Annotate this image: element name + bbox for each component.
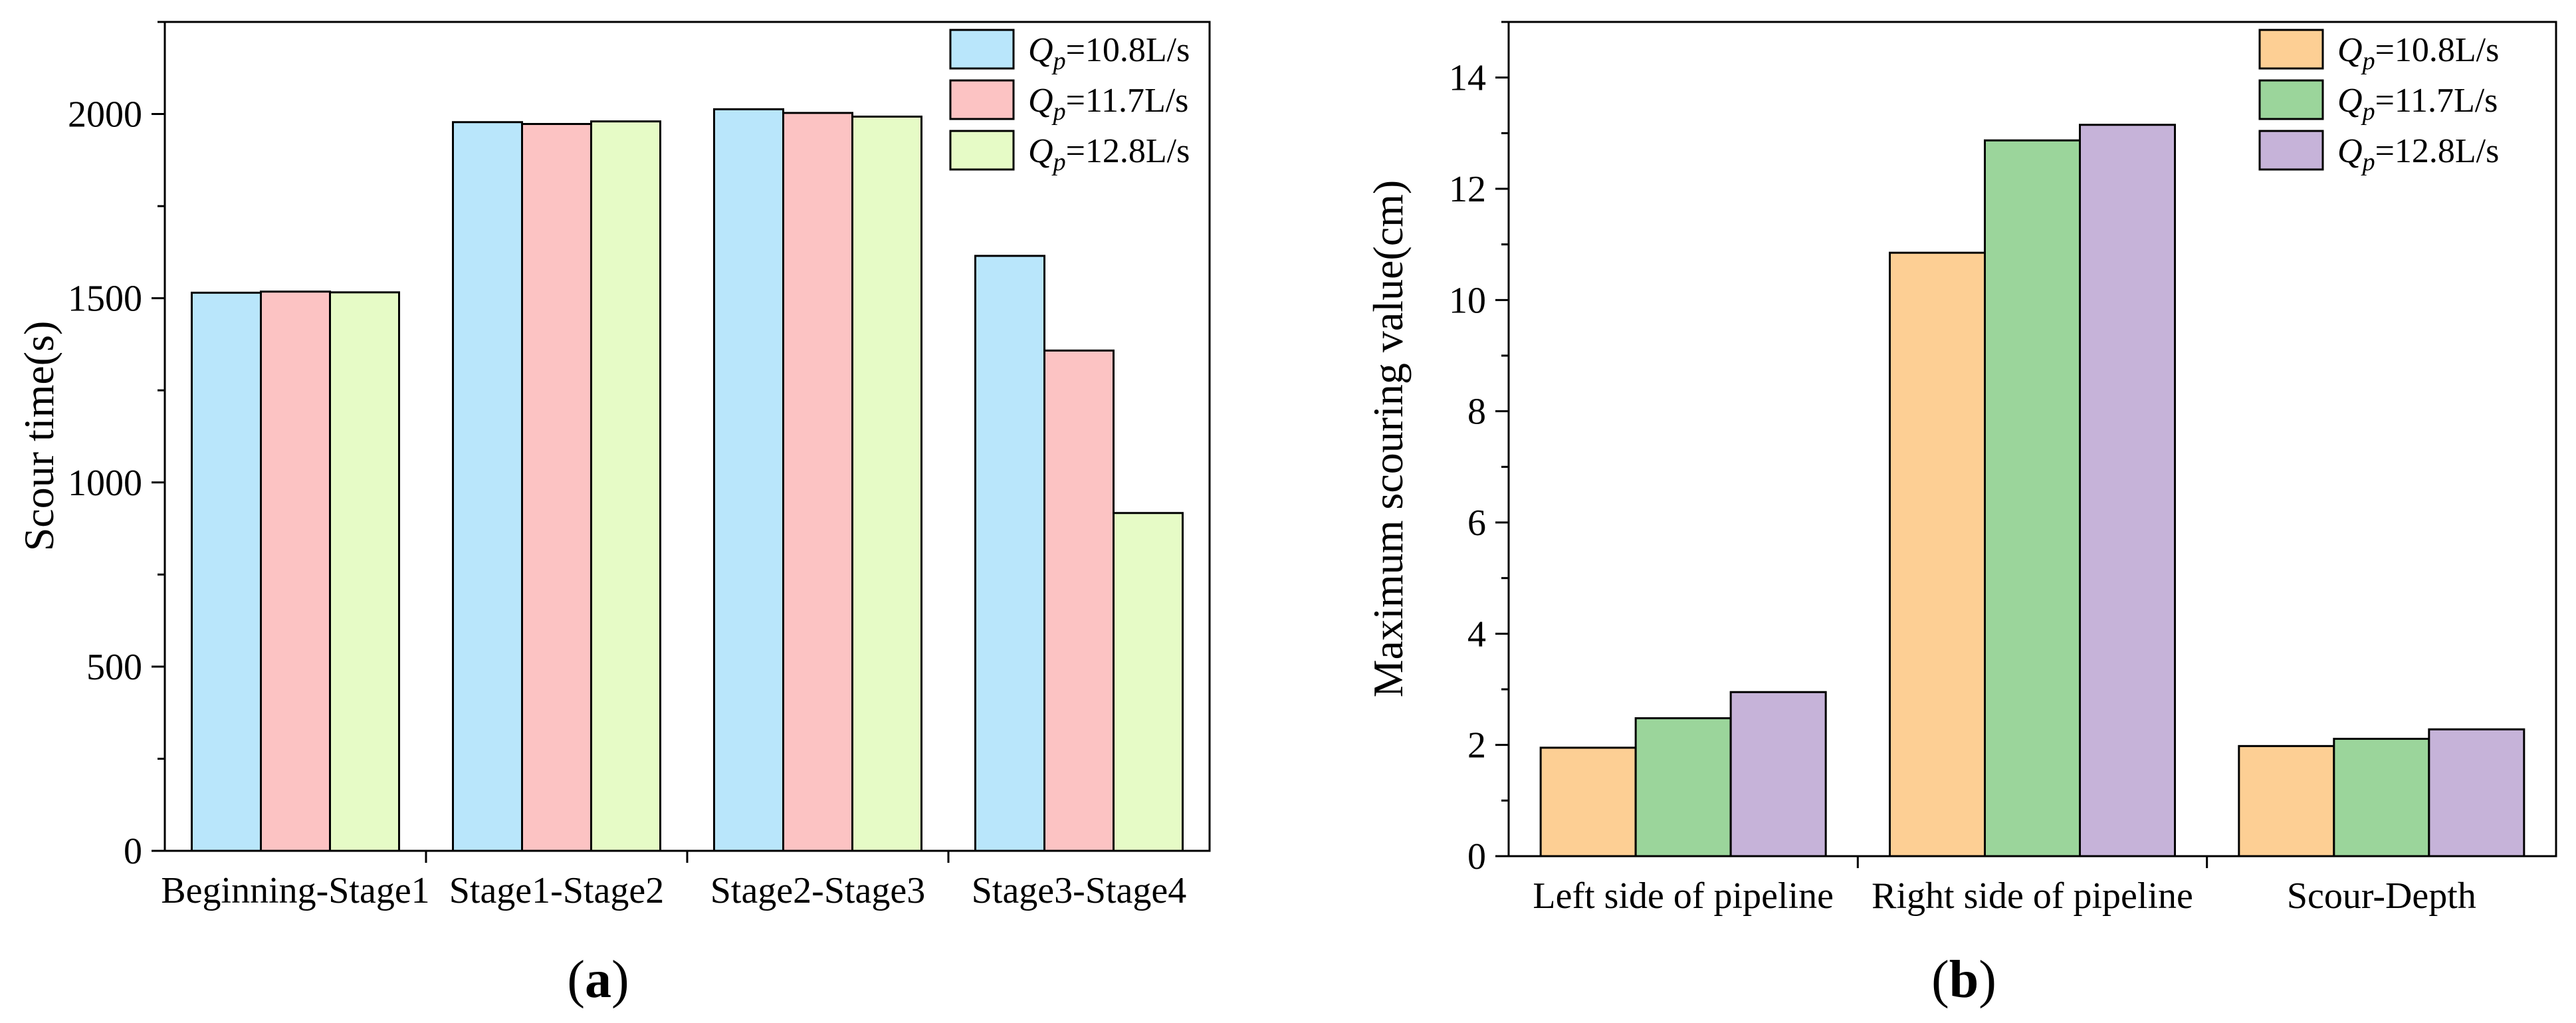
panel-a-y-axis-title: Scour time(s) (15, 321, 62, 552)
panel-a-bar (521, 123, 592, 852)
panel-a-bar (851, 115, 922, 852)
panel-b-y-tick-label: 6 (1467, 503, 1486, 544)
panel-a-legend-label: Qp=10.8L/s (1028, 31, 1190, 75)
panel-b-x-tick-label: Scour-Depth (2287, 875, 2476, 917)
panel-b-y-tick-label: 0 (1467, 836, 1486, 877)
panel-b-y-tick-label: 12 (1449, 169, 1486, 210)
panel-b-bar (2428, 728, 2525, 857)
panel-b-label: (b) (1931, 951, 1996, 1009)
panel-b-bar (1539, 746, 1637, 857)
panel-a-legend-label: Qp=11.7L/s (1028, 82, 1188, 126)
panel-b-y-tick-label: 10 (1449, 280, 1486, 321)
panel-b-legend-swatch (2258, 79, 2324, 120)
panel-a-x-tick-label: Stage1-Stage2 (449, 870, 664, 911)
panel-a-legend: Qp=10.8L/s Qp=11.7L/s Qp=12.8L/s (949, 29, 1190, 176)
panel-a-legend-swatch (949, 130, 1015, 171)
panel-a-y-tick-label: 500 (86, 647, 142, 688)
panel-a-bar (260, 290, 331, 852)
panel-a-bar (1113, 512, 1184, 852)
panel-b-legend: Qp=10.8L/s Qp=11.7L/s Qp=12.8L/s (2258, 29, 2499, 176)
panel-b-bar (1984, 139, 2081, 857)
panel-b-bar (2079, 124, 2176, 857)
panel-b-legend-swatch (2258, 29, 2324, 70)
panel-a-y-tick-label: 2000 (68, 94, 142, 136)
panel-a-x-tick-label: Beginning-Stage1 (161, 870, 429, 911)
panel-b-bar (2333, 737, 2430, 857)
panel-b-legend-swatch (2258, 130, 2324, 171)
panel-a-legend-swatch (949, 29, 1015, 70)
panel-a-bar (713, 108, 784, 852)
panel-b-y-tick-label: 14 (1449, 58, 1486, 99)
panel-a-bar (590, 120, 661, 852)
panel-b-legend-label: Qp=11.7L/s (2337, 82, 2498, 126)
panel-a-legend-swatch (949, 79, 1015, 120)
panel-b-bar (1889, 251, 1986, 857)
panel-b-legend-label: Qp=10.8L/s (2337, 31, 2499, 75)
panel-a-bar (329, 291, 400, 852)
panel-a-label: (a) (567, 951, 629, 1009)
panel-b-bar (1634, 717, 1732, 857)
panel-a-bar (974, 255, 1045, 852)
panel-a-y-tick-label: 1500 (68, 279, 142, 320)
panel-b-legend-label: Qp=12.8L/s (2337, 132, 2499, 176)
panel-a-bar (1043, 349, 1115, 852)
panel-b-y-tick-label: 8 (1467, 392, 1486, 433)
panel-a-bar (782, 112, 853, 852)
panel-b-chart: Maximum scouring value(cm) (b) 0 2 4 6 8 10 12… (1364, 21, 2557, 1009)
panel-b-bar (2238, 744, 2335, 857)
panel-b-bar (1729, 691, 1827, 857)
panel-a-x-tick-label: Stage2-Stage3 (710, 870, 925, 911)
panel-a-y-tick-label: 0 (124, 831, 142, 872)
panel-b-x-tick-label: Left side of pipeline (1533, 875, 1834, 917)
panel-b-y-tick-label: 4 (1467, 614, 1486, 655)
panel-a-y-tick-label: 1000 (68, 463, 142, 504)
panel-a-bar (191, 291, 262, 852)
panel-b-x-tick-label: Right side of pipeline (1872, 875, 2193, 917)
panel-a-x-tick-label: Stage3-Stage4 (972, 870, 1186, 911)
panel-a-legend-label: Qp=12.8L/s (1028, 132, 1190, 176)
panel-a-bar (452, 121, 523, 852)
panel-b-y-axis-title: Maximum scouring value(cm) (1364, 180, 1412, 697)
panel-b-y-tick-label: 2 (1467, 725, 1486, 766)
panel-a-chart: Scour time(s) (a) 0 500 1000 1500 2000 Beginn… (15, 21, 1211, 1009)
